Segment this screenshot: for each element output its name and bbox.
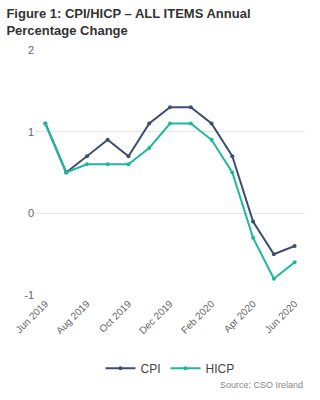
svg-text:Aug 2019: Aug 2019 [54,298,92,336]
svg-text:Oct 2019: Oct 2019 [97,298,134,335]
svg-text:CPI: CPI [141,362,161,376]
svg-text:HICP: HICP [206,362,235,376]
svg-text:Feb 2020: Feb 2020 [179,298,217,336]
svg-text:Dec 2019: Dec 2019 [137,298,175,336]
svg-text:Apr 2020: Apr 2020 [222,298,259,335]
svg-text:Figure 1: CPI/HICP – ALL ITEMS: Figure 1: CPI/HICP – ALL ITEMS AnnualPer… [6,6,250,38]
svg-text:1: 1 [28,126,34,138]
svg-text:-1: -1 [24,289,34,301]
svg-text:Jun 2020: Jun 2020 [263,298,300,335]
svg-text:Jun 2019: Jun 2019 [13,298,50,335]
svg-text:0: 0 [28,207,34,219]
svg-text:2: 2 [28,44,34,56]
svg-text:Source: CSO Ireland: Source: CSO Ireland [220,380,303,390]
